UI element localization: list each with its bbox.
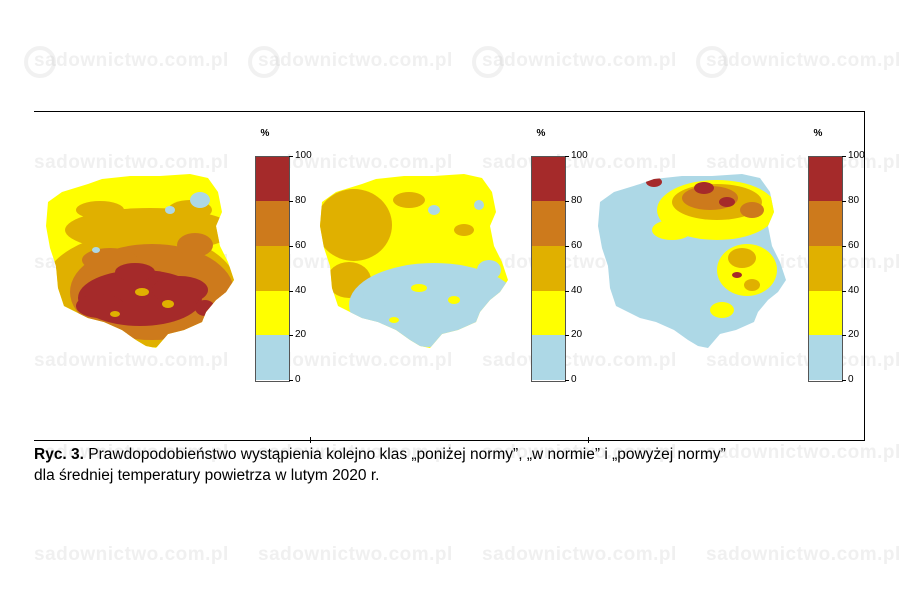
legend-tick-mark [842, 335, 846, 336]
watermark-text: sadownictwo.com.pl [482, 544, 677, 565]
watermark-logo-icon [696, 46, 728, 78]
legend-tick-mark [842, 380, 846, 381]
legend-unit: % [536, 128, 546, 139]
legend-tick-label: 20 [295, 329, 307, 340]
watermark-text: sadownictwo.com.pl [706, 50, 900, 71]
watermark-text: sadownictwo.com.pl [34, 50, 229, 71]
legend-tick-label: 80 [295, 195, 307, 206]
legend-band-0-20 [255, 335, 289, 380]
legend-tick-label: 100 [848, 150, 865, 161]
legend-tick-label: 60 [848, 240, 860, 251]
legend-tick-label: 100 [295, 150, 312, 161]
legend-tick-label: 0 [295, 374, 301, 385]
legend-tick-mark [289, 335, 293, 336]
legend-tick-mark [565, 156, 569, 157]
watermark-logo-icon [24, 46, 56, 78]
legend-tick-mark [842, 246, 846, 247]
map-below-normal [46, 174, 234, 348]
legend-band-40-60 [531, 246, 565, 291]
legend-unit: % [813, 128, 823, 139]
legend-tick-label: 60 [295, 240, 307, 251]
legend-band-20-40 [531, 291, 565, 335]
legend-tick-mark [289, 380, 293, 381]
legend-band-20-40 [255, 291, 289, 335]
legend-unit: % [260, 128, 270, 139]
watermark-logo-icon [248, 46, 280, 78]
figure-caption: Ryc. 3. Prawdopodobieństwo wystąpienia k… [34, 444, 874, 486]
legend-tick-mark [842, 201, 846, 202]
map-above-normal [598, 174, 786, 348]
legend-border [531, 156, 566, 382]
legend-border [255, 156, 290, 382]
legend-band-80-100 [255, 156, 289, 201]
watermark-logo-icon [472, 46, 504, 78]
legend-tick-mark [289, 201, 293, 202]
watermark-text: sadownictwo.com.pl [258, 50, 453, 71]
legend-band-0-20 [808, 335, 842, 380]
legend-tick-label: 20 [571, 329, 583, 340]
legend-tick-label: 40 [848, 285, 860, 296]
watermark-text: sadownictwo.com.pl [706, 544, 900, 565]
caption-text-2: dla średniej temperatury powietrza w lut… [34, 467, 380, 484]
watermark-text: sadownictwo.com.pl [482, 50, 677, 71]
legend-tick-mark [565, 335, 569, 336]
watermark-text: sadownictwo.com.pl [258, 544, 453, 565]
legend-tick-mark [842, 291, 846, 292]
legend-tick-mark [289, 246, 293, 247]
legend-border [808, 156, 843, 382]
color-legend: % 100 80 60 40 20 0 [531, 124, 591, 394]
legend-tick-label: 100 [571, 150, 588, 161]
legend-tick-mark [565, 246, 569, 247]
legend-band-0-20 [531, 335, 565, 380]
legend-band-80-100 [531, 156, 565, 201]
legend-band-40-60 [808, 246, 842, 291]
legend-tick-label: 0 [848, 374, 854, 385]
legend-band-60-80 [255, 201, 289, 246]
legend-band-20-40 [808, 291, 842, 335]
color-legend: % 100 80 60 40 20 0 [808, 124, 868, 394]
figure-frame [34, 111, 865, 441]
legend-tick-mark [565, 291, 569, 292]
legend-tick-mark [289, 156, 293, 157]
color-legend: % 100 80 60 40 20 0 [255, 124, 315, 394]
caption-label: Ryc. 3. [34, 446, 84, 463]
legend-tick-label: 0 [571, 374, 577, 385]
legend-band-60-80 [531, 201, 565, 246]
caption-text-1: Prawdopodobieństwo wystąpienia kolejno k… [83, 446, 726, 463]
frame-tick [310, 437, 311, 443]
legend-tick-label: 20 [848, 329, 860, 340]
watermark-text: sadownictwo.com.pl [34, 544, 229, 565]
legend-band-80-100 [808, 156, 842, 201]
frame-tick [588, 437, 589, 443]
legend-band-60-80 [808, 201, 842, 246]
caption-line-1: Ryc. 3. Prawdopodobieństwo wystąpienia k… [34, 444, 874, 465]
legend-tick-mark [565, 380, 569, 381]
legend-tick-mark [565, 201, 569, 202]
legend-tick-label: 40 [295, 285, 307, 296]
legend-tick-label: 80 [848, 195, 860, 206]
legend-tick-label: 40 [571, 285, 583, 296]
legend-band-40-60 [255, 246, 289, 291]
legend-tick-mark [289, 291, 293, 292]
map-normal [320, 174, 508, 348]
legend-tick-label: 60 [571, 240, 583, 251]
legend-tick-mark [842, 156, 846, 157]
legend-tick-label: 80 [571, 195, 583, 206]
